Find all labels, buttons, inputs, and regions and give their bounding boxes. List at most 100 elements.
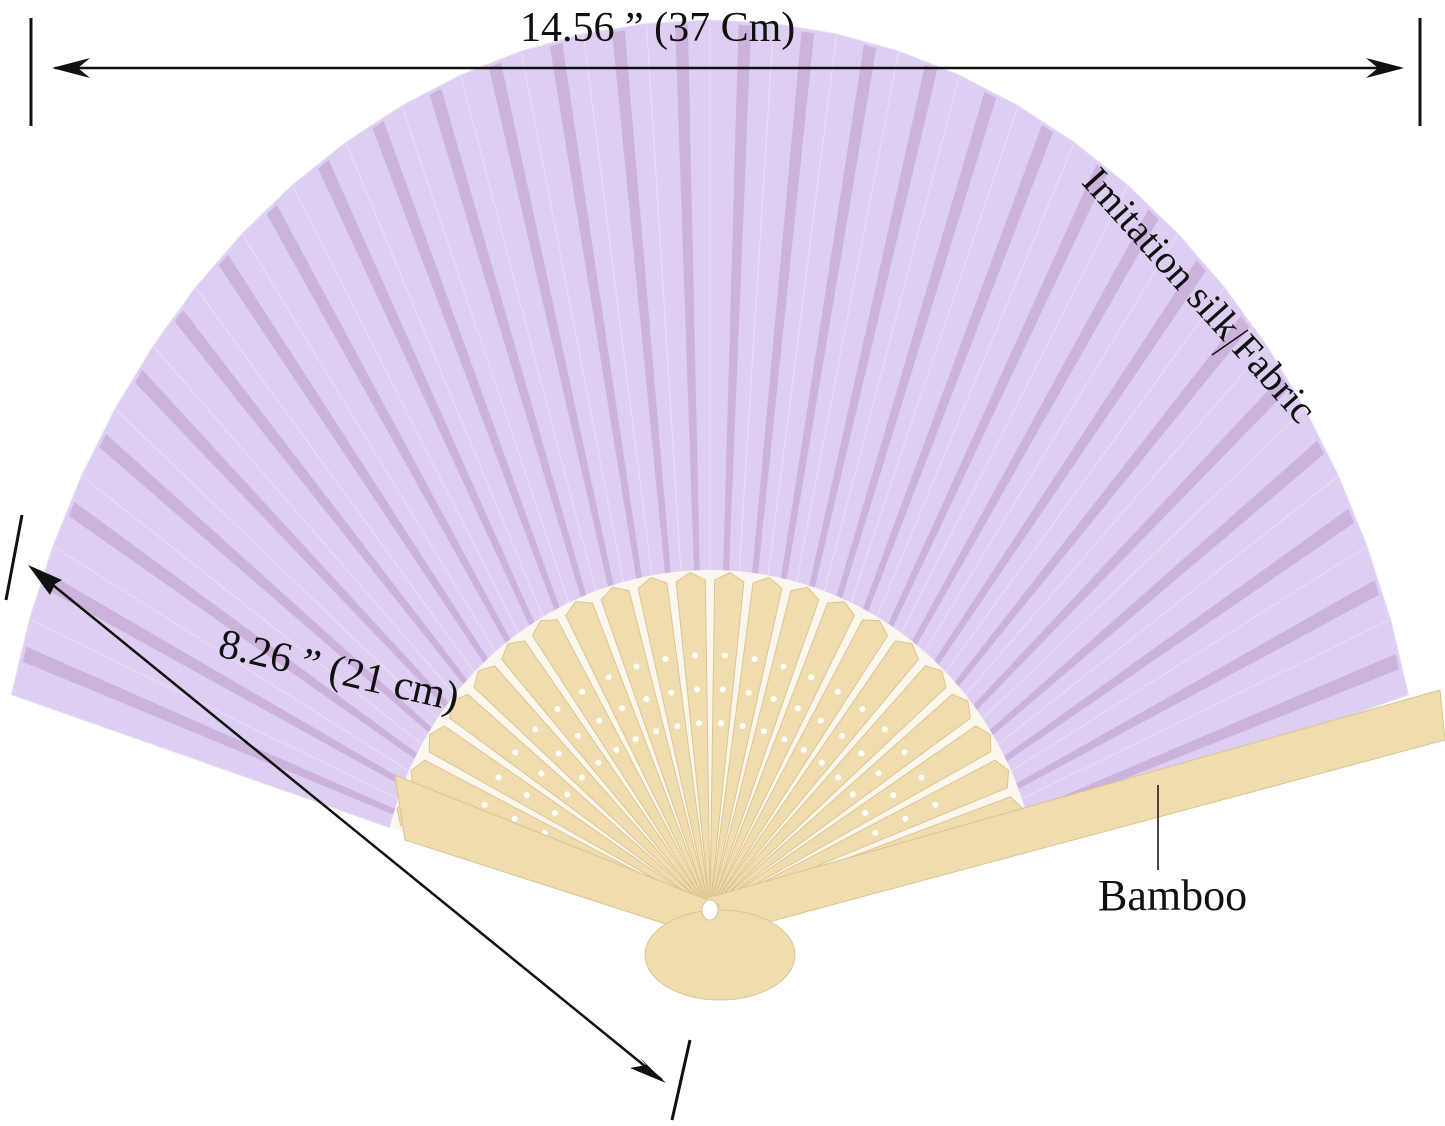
rib-cutout bbox=[890, 792, 897, 799]
fabric-rib bbox=[318, 160, 535, 626]
length-arrowhead-right bbox=[630, 1058, 666, 1083]
fan-bamboo-frame bbox=[389, 570, 1445, 1001]
fabric-rib bbox=[954, 315, 1250, 687]
rib-cutout bbox=[770, 695, 777, 702]
rib-cutout bbox=[780, 663, 787, 670]
bamboo-rib bbox=[428, 725, 711, 911]
fabric-rib bbox=[862, 124, 1054, 612]
fabric-rib bbox=[675, 24, 700, 571]
rivet bbox=[701, 899, 719, 921]
width-arrowhead-right bbox=[1366, 58, 1404, 78]
fabric-rib bbox=[1016, 580, 1380, 790]
fabric-rib bbox=[372, 121, 560, 611]
bamboo-rib bbox=[709, 572, 745, 911]
width-arrowhead-left bbox=[52, 58, 90, 78]
rib-cutout bbox=[834, 688, 841, 695]
rib-cutout bbox=[835, 774, 842, 781]
rib-cutout bbox=[696, 720, 703, 727]
bamboo-rib bbox=[709, 759, 1010, 911]
rib-cutout bbox=[674, 723, 681, 730]
rib-cutout bbox=[668, 689, 675, 696]
fabric-rib bbox=[174, 309, 468, 685]
fan-base bbox=[644, 909, 796, 1001]
rib-cutout bbox=[532, 726, 539, 733]
bamboo-rib bbox=[709, 601, 855, 911]
rib-cutout bbox=[800, 746, 807, 753]
rib-cutout bbox=[858, 750, 865, 757]
bamboo-rib bbox=[501, 640, 711, 911]
rib-cutout bbox=[902, 815, 909, 822]
bamboo-rib bbox=[709, 619, 889, 911]
rib-cutout bbox=[817, 717, 824, 724]
fabric-rib bbox=[99, 434, 432, 733]
rib-cutout bbox=[538, 770, 545, 777]
rib-cutout bbox=[632, 736, 639, 743]
bamboo-rib bbox=[600, 586, 711, 911]
fabric-rib bbox=[1025, 654, 1400, 818]
rib-cutout bbox=[781, 736, 788, 743]
fabric-rib bbox=[429, 88, 587, 598]
rib-cutout bbox=[751, 656, 758, 663]
fan-fabric bbox=[10, 19, 1410, 829]
rib-cutout bbox=[881, 726, 888, 733]
bamboo-rib bbox=[449, 693, 711, 911]
bamboo-rib bbox=[709, 640, 919, 911]
rib-cutout bbox=[633, 663, 640, 670]
rib-cutout bbox=[901, 749, 908, 756]
rib-cutout bbox=[739, 723, 746, 730]
dimension-lines bbox=[4, 18, 1422, 1121]
fabric-rib bbox=[934, 260, 1206, 665]
fabric-rib bbox=[809, 64, 938, 588]
rib-cutout bbox=[719, 686, 726, 693]
bamboo-rib bbox=[531, 619, 711, 911]
rib-cutout bbox=[875, 770, 882, 777]
fabric-rib bbox=[266, 204, 511, 644]
rib-cutout bbox=[662, 656, 669, 663]
bamboo-rib bbox=[709, 725, 992, 911]
bamboo-rib bbox=[565, 601, 711, 911]
fabric-rib bbox=[752, 31, 815, 574]
fabric-rib bbox=[612, 30, 671, 574]
bamboo-rib bbox=[709, 693, 971, 911]
rib-cutout bbox=[760, 728, 767, 735]
bamboo-rib bbox=[709, 576, 783, 911]
rib-cutout bbox=[555, 750, 562, 757]
rib-cutout bbox=[579, 688, 586, 695]
length-left-tick bbox=[4, 514, 24, 601]
fabric-rib bbox=[218, 254, 488, 663]
rib-cutout bbox=[619, 705, 626, 712]
fabric-rib bbox=[989, 440, 1324, 736]
rib-cutout bbox=[694, 686, 701, 693]
width-dimension-label: 14.56 ” (37 Cm) bbox=[520, 5, 796, 51]
rib-cutout bbox=[839, 732, 846, 739]
rib-cutout bbox=[717, 720, 724, 727]
bamboo-rib bbox=[637, 576, 711, 911]
rib-cutout bbox=[605, 674, 612, 681]
rib-cutout bbox=[745, 689, 752, 696]
rib-cutout bbox=[574, 732, 581, 739]
fabric-rib bbox=[723, 24, 752, 571]
bamboo-rib bbox=[709, 586, 820, 911]
fabric-rib bbox=[888, 164, 1108, 628]
rib-cutout bbox=[595, 759, 602, 766]
bamboo-callout-label: Bamboo bbox=[1098, 871, 1248, 920]
rib-cutout bbox=[721, 652, 728, 659]
rib-cutout bbox=[818, 759, 825, 766]
length-right-tick bbox=[670, 1039, 692, 1121]
fabric-rib bbox=[549, 43, 642, 579]
fabric-rib bbox=[836, 91, 997, 599]
fabric-rib bbox=[68, 501, 418, 759]
bamboo-rib bbox=[709, 665, 947, 911]
length-arrowhead-left bbox=[28, 565, 62, 595]
rib-cutout bbox=[523, 792, 530, 799]
fabric-callout-line bbox=[1211, 329, 1249, 356]
rib-cutout bbox=[511, 815, 518, 822]
bamboo-rib bbox=[675, 572, 711, 911]
rib-cutout bbox=[862, 809, 869, 816]
rib-cutout bbox=[596, 717, 603, 724]
rib-cutout bbox=[578, 774, 585, 781]
rib-cutout bbox=[564, 791, 571, 798]
fabric-rib bbox=[134, 369, 449, 708]
